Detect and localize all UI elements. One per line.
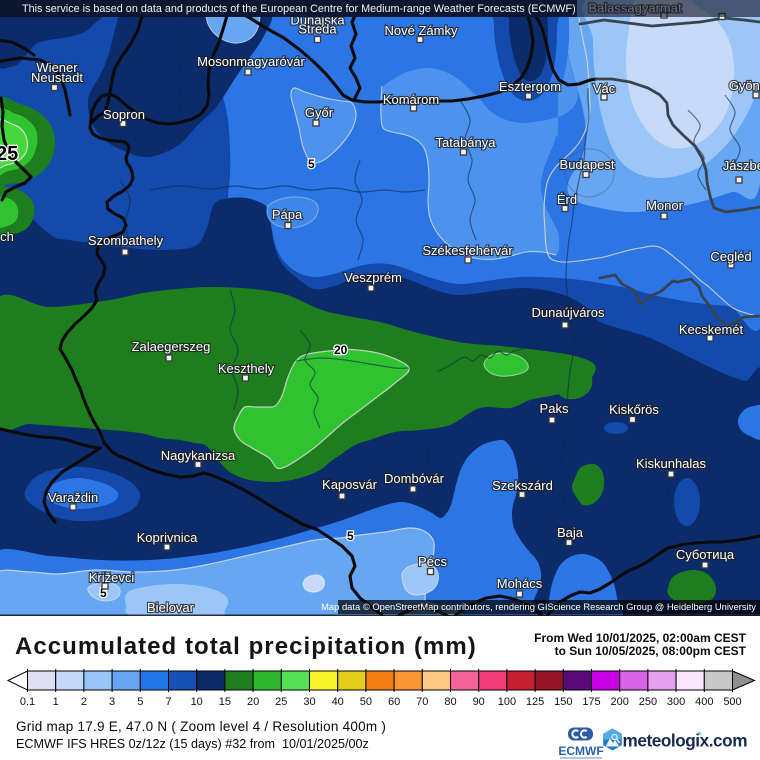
svg-text:70: 70 xyxy=(416,696,428,708)
svg-text:Érd: Érd xyxy=(557,192,577,207)
svg-text:Kiskunhalas: Kiskunhalas xyxy=(636,456,707,471)
svg-text:50: 50 xyxy=(360,696,372,708)
svg-text:500: 500 xyxy=(723,696,741,708)
svg-text:80: 80 xyxy=(444,696,456,708)
svg-text:400: 400 xyxy=(695,696,713,708)
svg-text:1: 1 xyxy=(53,696,59,708)
svg-text:ECMWF: ECMWF xyxy=(558,744,603,758)
svg-text:meteologix.com: meteologix.com xyxy=(623,731,748,751)
svg-text:250: 250 xyxy=(639,696,657,708)
svg-text:Paks: Paks xyxy=(540,401,569,416)
svg-text:125: 125 xyxy=(526,696,544,708)
svg-text:Nagykanizsa: Nagykanizsa xyxy=(161,448,236,463)
svg-text:Koprivnica: Koprivnica xyxy=(137,530,198,545)
svg-text:Суботица: Суботица xyxy=(676,547,735,562)
svg-text:Wiener: Wiener xyxy=(36,60,78,75)
svg-text:Monor: Monor xyxy=(646,198,684,213)
svg-text:Cegléd: Cegléd xyxy=(710,249,751,264)
svg-text:90: 90 xyxy=(473,696,485,708)
svg-text:2: 2 xyxy=(81,696,87,708)
svg-text:Sopron: Sopron xyxy=(103,107,145,122)
svg-text:Baja: Baja xyxy=(557,525,584,540)
svg-text:20: 20 xyxy=(334,343,348,357)
svg-text:Veszprém: Veszprém xyxy=(344,270,402,285)
svg-text:Szekszárd: Szekszárd xyxy=(492,478,553,493)
svg-text:Komárom: Komárom xyxy=(383,92,439,107)
svg-text:Križevci: Križevci xyxy=(89,570,135,585)
svg-text:Budapest: Budapest xyxy=(560,157,615,172)
svg-text:10: 10 xyxy=(191,696,203,708)
svg-text:40: 40 xyxy=(332,696,344,708)
svg-text:20: 20 xyxy=(247,696,259,708)
svg-text:15: 15 xyxy=(219,696,231,708)
svg-text:150: 150 xyxy=(554,696,572,708)
svg-text:5: 5 xyxy=(100,586,107,600)
svg-text:3: 3 xyxy=(109,696,115,708)
svg-text:Mosonmagyaróvár: Mosonmagyaróvár xyxy=(197,54,305,69)
svg-text:Győr: Győr xyxy=(305,105,334,120)
svg-text:Jászberény: Jászberény xyxy=(723,158,760,173)
svg-text:5: 5 xyxy=(308,157,315,171)
svg-text:Kecskemét: Kecskemét xyxy=(679,322,744,337)
svg-text:300: 300 xyxy=(667,696,685,708)
svg-text:Esztergom: Esztergom xyxy=(499,79,561,94)
svg-text:Vác: Vác xyxy=(593,81,616,96)
svg-text:Dunaújváros: Dunaújváros xyxy=(532,305,605,320)
svg-text:7: 7 xyxy=(165,696,171,708)
svg-text:Keszthely: Keszthely xyxy=(218,361,275,376)
svg-text:25: 25 xyxy=(0,143,18,165)
svg-text:Kiskőrös: Kiskőrös xyxy=(609,402,659,417)
svg-text:*: * xyxy=(698,730,702,740)
svg-text:30: 30 xyxy=(303,696,315,708)
svg-text:Tatabánya: Tatabánya xyxy=(436,135,497,150)
svg-text:5: 5 xyxy=(137,696,143,708)
svg-text:0.1: 0.1 xyxy=(20,696,35,708)
svg-text:Mohács: Mohács xyxy=(497,576,543,591)
svg-text:Kaposvár: Kaposvár xyxy=(322,477,378,492)
svg-text:175: 175 xyxy=(582,696,600,708)
svg-text:Székesfehérvár: Székesfehérvár xyxy=(422,243,513,258)
svg-text:ch: ch xyxy=(0,229,14,244)
svg-text:5: 5 xyxy=(347,529,354,543)
svg-text:Pápa: Pápa xyxy=(272,207,303,222)
svg-text:Bielovar: Bielovar xyxy=(147,600,195,615)
svg-text:Neustadt: Neustadt xyxy=(31,70,83,85)
svg-text:100: 100 xyxy=(498,696,516,708)
svg-text:25: 25 xyxy=(275,696,287,708)
svg-text:Gyöngyös: Gyöngyös xyxy=(729,78,760,93)
svg-text:Streda: Streda xyxy=(298,22,337,37)
svg-text:Varaždin: Varaždin xyxy=(48,490,98,505)
svg-text:Zalaegerszeg: Zalaegerszeg xyxy=(132,339,211,354)
svg-text:Dombóvár: Dombóvár xyxy=(384,471,445,486)
svg-text:Szombathely: Szombathely xyxy=(88,233,164,248)
svg-text:Pécs: Pécs xyxy=(418,554,447,569)
svg-text:Nové Zámky: Nové Zámky xyxy=(385,23,458,38)
svg-text:200: 200 xyxy=(611,696,629,708)
svg-text:60: 60 xyxy=(388,696,400,708)
